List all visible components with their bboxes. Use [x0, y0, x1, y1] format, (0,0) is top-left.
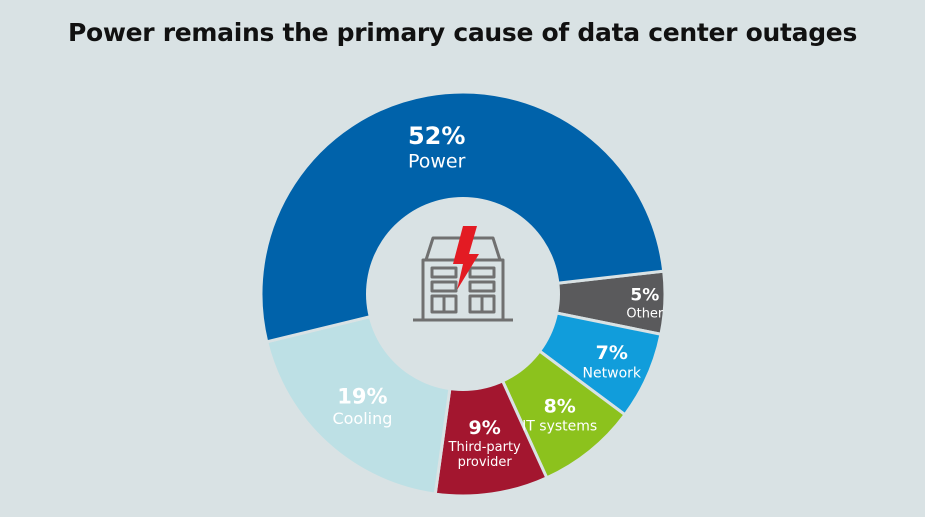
- slice-percent: 8%: [544, 395, 576, 417]
- slice-percent: 52%: [408, 122, 465, 150]
- slice-name: IT systems: [522, 419, 597, 435]
- chart-title: Power remains the primary cause of data …: [67, 18, 858, 47]
- slice-label-power: 52%Power: [408, 122, 466, 173]
- slice-percent: 5%: [630, 285, 659, 305]
- slice-percent: 9%: [469, 417, 501, 439]
- slice-label-other: 5%Other: [626, 285, 664, 321]
- slice-label-it-systems: 8% IT systems: [522, 395, 597, 434]
- donut-hole: [366, 197, 560, 391]
- slice-name: Other: [626, 306, 664, 321]
- slice-percent: 7%: [596, 342, 628, 364]
- slice-name: provider: [458, 455, 513, 470]
- slice-name: Power: [408, 151, 466, 173]
- slice-label-cooling: 19%Cooling: [332, 384, 392, 427]
- slice-label-network: 7%Network: [583, 342, 642, 381]
- slice-percent: 19%: [337, 384, 387, 408]
- slice-name: Network: [583, 365, 642, 381]
- slice-name: Cooling: [332, 409, 392, 428]
- slice-name: Third-party: [448, 440, 522, 455]
- lightning-bolt-icon: [453, 226, 479, 290]
- data-center-building-lightning-icon: [413, 226, 513, 322]
